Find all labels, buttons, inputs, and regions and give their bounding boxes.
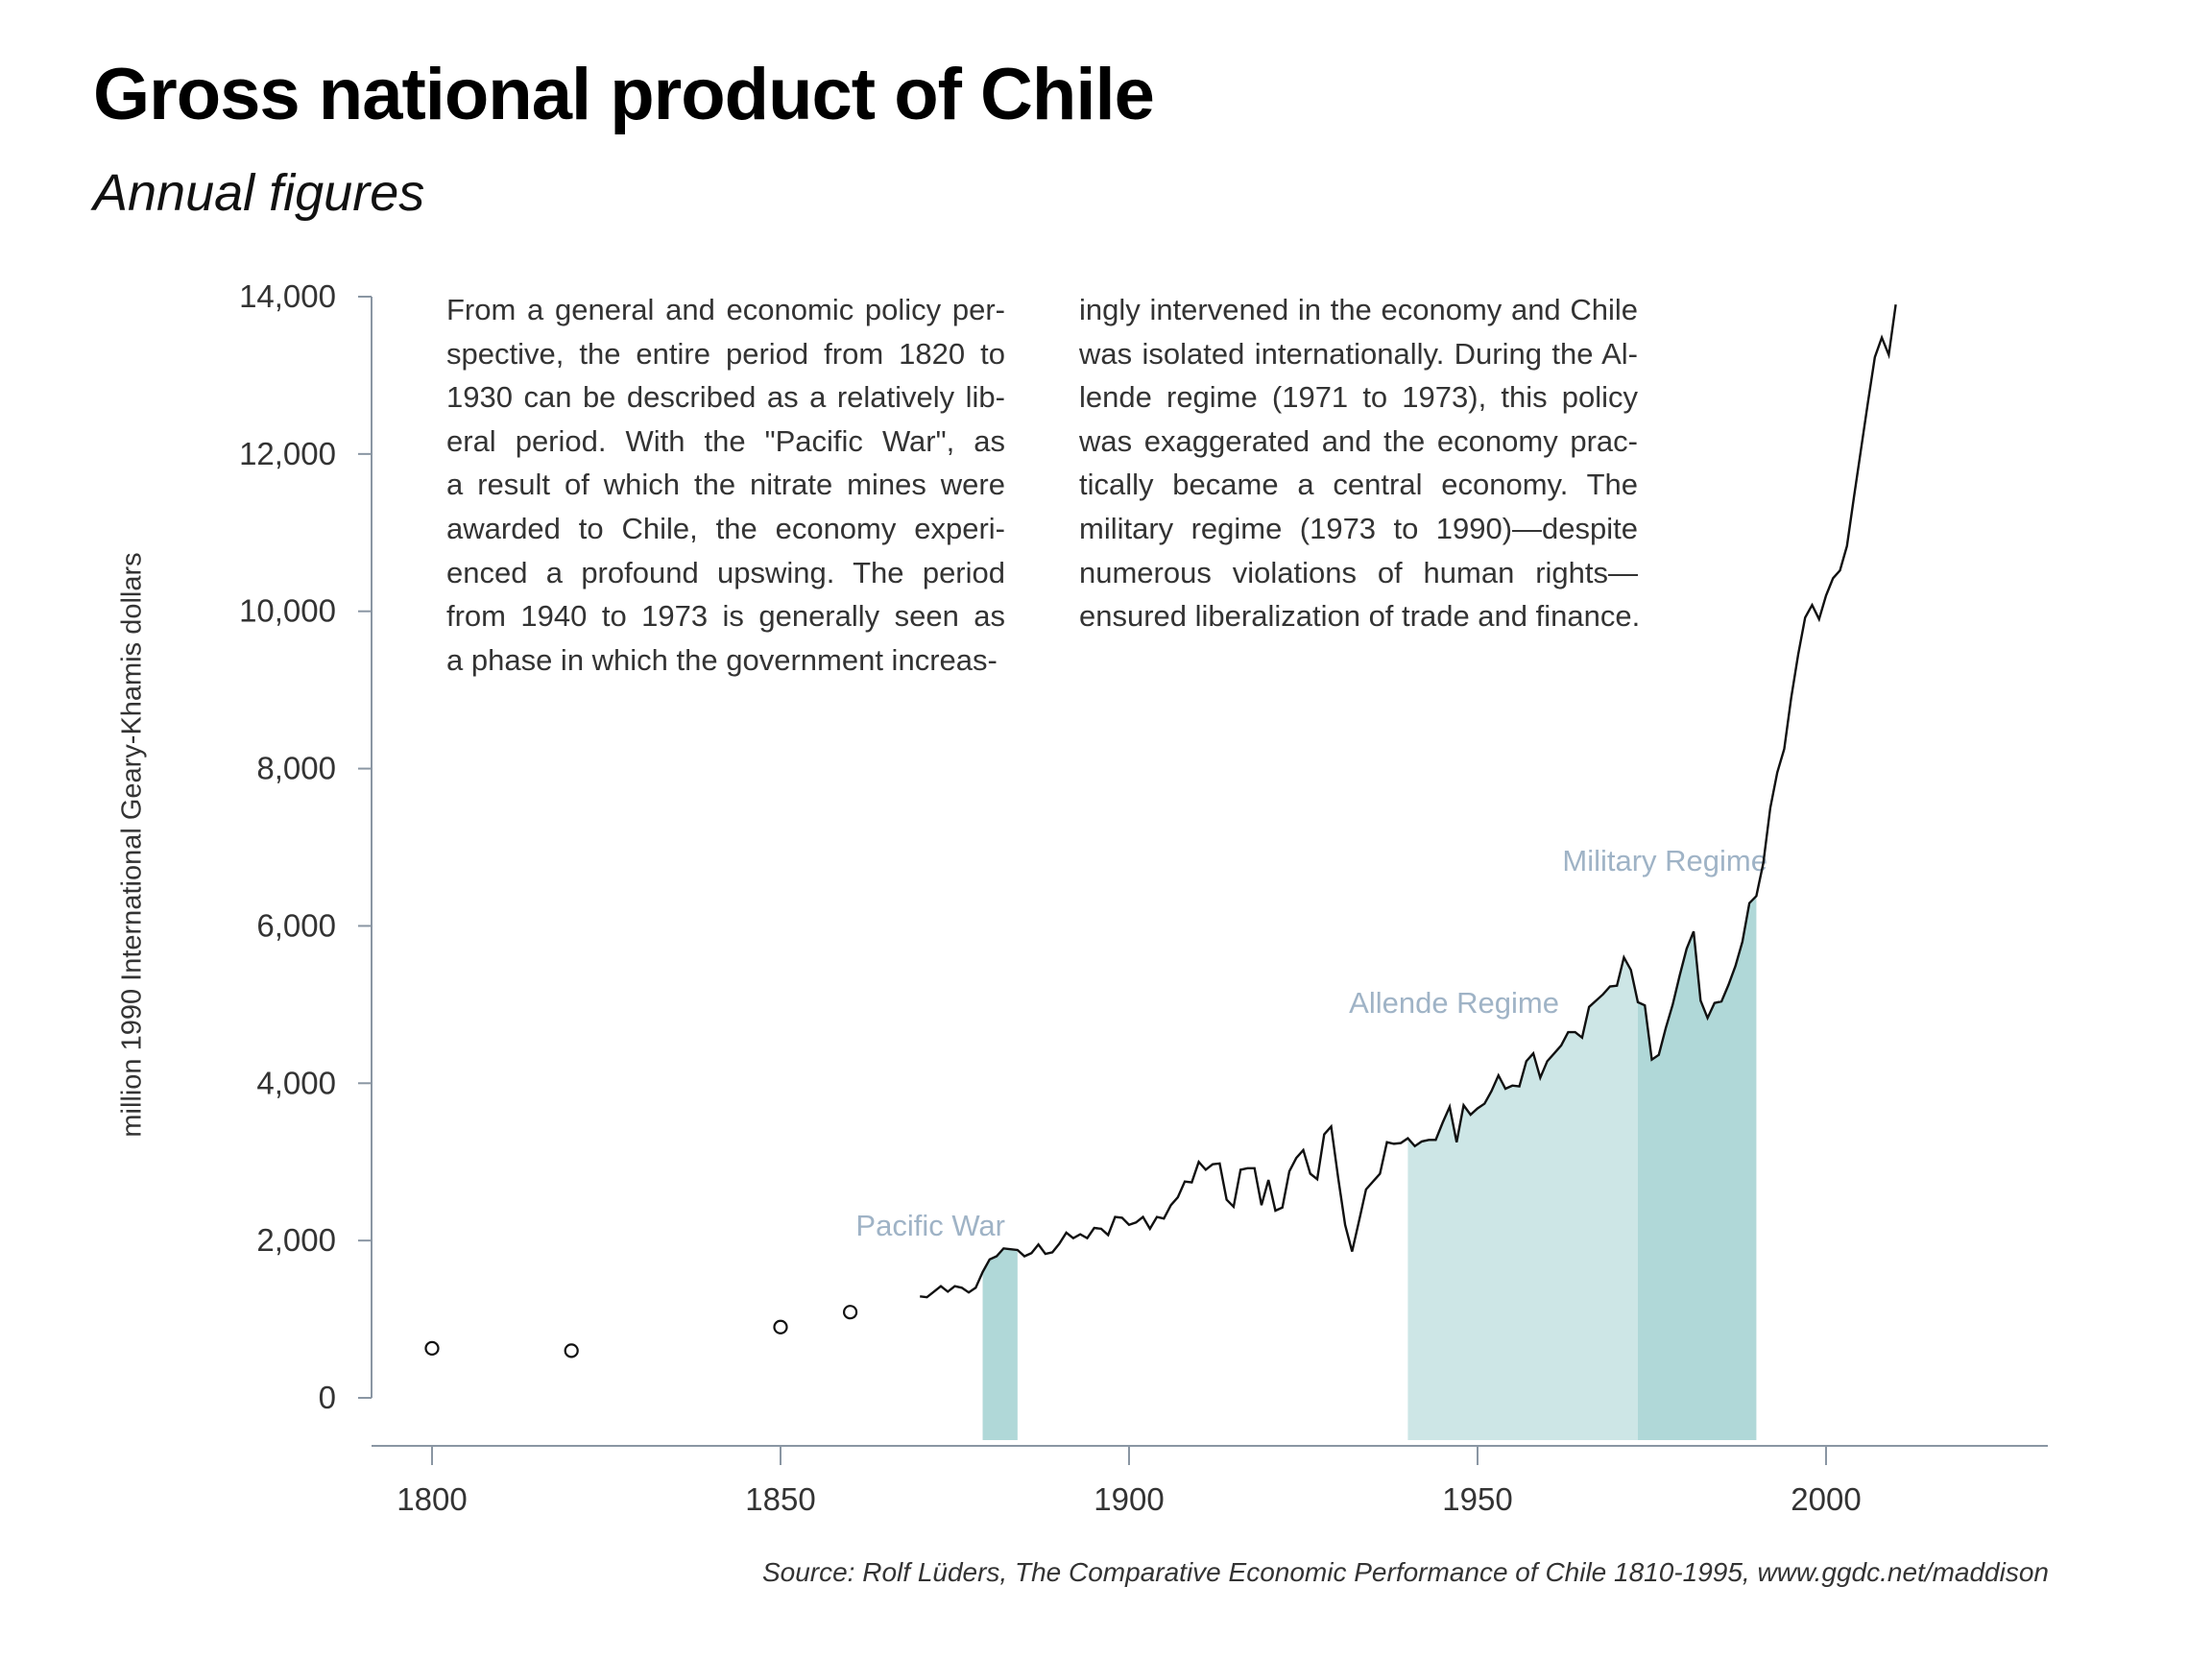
text-line: military regime (1973 to 1990)—despite: [1079, 511, 1638, 545]
text-line: was isolated internationally. During the…: [1079, 336, 1638, 371]
text-line: ingly intervened in the economy and Chil…: [1079, 293, 1638, 326]
text-line: From a general and economic policy per-: [446, 293, 1005, 326]
period-label: Pacific War: [855, 1209, 1005, 1242]
text-line: 1930 can be described as a relatively li…: [446, 380, 1005, 415]
period-fill: [1637, 896, 1757, 1440]
data-point: [564, 1343, 579, 1358]
y-tick-label: 2,000: [256, 1222, 336, 1258]
y-tick-label: 12,000: [239, 436, 336, 471]
text-column-left: From a general and economic policy per-s…: [446, 288, 1005, 682]
text-line: was exaggerated and the economy prac-: [1079, 423, 1638, 458]
text-line: a result of which the nitrate mines were: [446, 468, 1005, 502]
data-point: [773, 1319, 788, 1334]
text-column-right: ingly intervened in the economy and Chil…: [1079, 288, 1641, 638]
data-point: [424, 1340, 440, 1356]
gnp-line: [920, 304, 1897, 1299]
chart-subtitle: Annual figures: [93, 164, 425, 222]
period-label: Allende Regime: [1349, 986, 1559, 1020]
chart-title: Gross national product of Chile: [93, 54, 1155, 135]
text-line: spective, the entire period from 1820 to: [446, 336, 1005, 371]
text-line: tically became a central economy. The: [1079, 468, 1638, 502]
x-tick-label: 1950: [1442, 1481, 1512, 1517]
text-line: lende regime (1971 to 1973), this policy: [1079, 380, 1638, 415]
source-note: Source: Rolf Lüders, The Comparative Eco…: [761, 1557, 2049, 1587]
text-line: ensured liberalization of trade and fina…: [1079, 599, 1641, 634]
period-fill: [1407, 957, 1638, 1440]
data-point: [842, 1305, 858, 1320]
period-label: Military Regime: [1562, 844, 1767, 878]
y-tick-label: 10,000: [239, 593, 336, 629]
y-tick-label: 0: [319, 1380, 336, 1415]
text-line: awarded to Chile, the economy experi-: [446, 511, 1005, 545]
y-tick-label: 4,000: [256, 1065, 336, 1100]
text-line: enced a profound upswing. The period: [446, 555, 1005, 589]
text-line: numerous violations of human rights—: [1079, 555, 1638, 589]
y-tick-label: 6,000: [256, 907, 336, 943]
x-tick-label: 1800: [397, 1481, 467, 1517]
x-tick-label: 1850: [745, 1481, 815, 1517]
text-line: a phase in which the government increas-: [446, 642, 998, 677]
period-fill: [982, 1248, 1018, 1440]
x-tick-label: 1900: [1094, 1481, 1164, 1517]
y-tick-label: 8,000: [256, 751, 336, 786]
text-line: from 1940 to 1973 is generally seen as: [446, 599, 1005, 634]
text-line: eral period. With the "Pacific War", as: [446, 423, 1005, 458]
y-tick-label: 14,000: [239, 278, 336, 314]
x-tick-label: 2000: [1791, 1481, 1861, 1517]
